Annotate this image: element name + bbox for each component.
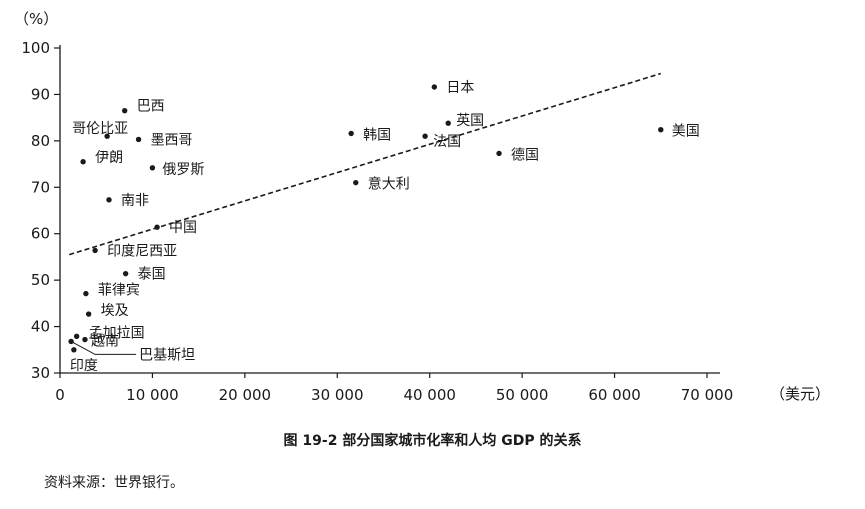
x-ticks-group: 0 10 000 20 000 30 000 40 000 50 000 60 000 70 … [55,373,733,404]
y-tick-label: 100 [21,39,50,57]
x-tick-label: 30 000 [311,386,364,404]
data-point [135,136,142,143]
point-label: 美国 [672,124,700,140]
point-label: 伊朗 [95,150,123,166]
point-label: 南非 [121,193,149,209]
data-point [80,159,86,165]
data-point [104,133,110,139]
y-tick-label: 40 [31,318,50,336]
y-ticks-group: 30 40 50 60 70 80 90 100 [21,39,60,382]
data-point [122,270,129,277]
point-label: 日本 [446,80,474,96]
y-tick-label: 50 [31,271,50,289]
point-label: 法国 [433,134,461,150]
y-tick-label: 80 [31,132,50,150]
y-tick-label: 90 [31,85,50,103]
data-point [154,224,160,230]
point-label: 哥伦比亚 [72,121,128,137]
y-tick-label: 60 [31,225,50,243]
data-point [348,130,354,137]
data-point [431,84,438,90]
source-note: 资料来源：世界银行。 [44,475,184,491]
x-tick-label: 10 000 [126,386,179,404]
y-axis-unit: （%） [14,10,58,28]
data-point [106,197,112,203]
point-label: 印度 [70,358,98,374]
x-tick-label: 50 000 [496,386,549,404]
data-point [122,107,128,114]
data-point [149,165,156,171]
data-point [68,338,74,345]
point-label: 埃及 [101,303,129,319]
figure-caption: 图 19-2 部分国家城市化率和人均 GDP 的关系 [283,433,582,449]
leader-lines-group [70,340,137,355]
point-label: 德国 [511,147,539,163]
point-label: 英国 [456,112,484,129]
chart-svg: 30 40 50 60 70 80 90 100 0 10 000 20 000 30 000 40 … [14,10,830,404]
data-point [83,290,89,297]
data-point [658,127,664,133]
point-label: 墨西哥 [151,132,193,148]
data-point [422,133,428,139]
x-tick-label: 0 [55,386,65,404]
data-point [92,247,98,254]
x-tick-label: 20 000 [219,386,272,404]
y-tick-label: 70 [31,178,50,196]
point-label: 巴西 [137,99,165,115]
point-label: 菲律宾 [98,283,140,299]
point-label: 越南 [91,334,119,350]
x-tick-label: 40 000 [403,386,456,404]
point-label: 巴基斯坦 [139,346,195,363]
points-group [68,84,664,353]
x-tick-label: 60 000 [588,386,641,404]
data-point [496,150,502,157]
x-axis-unit: （美元） [770,385,830,403]
data-point [71,347,77,353]
point-label: 中国 [169,220,197,236]
point-label: 韩国 [363,127,391,143]
data-point [85,311,92,317]
data-point [353,179,359,186]
data-point [82,336,88,343]
point-label: 孟加拉国 [89,325,145,341]
point-label: 泰国 [138,267,166,283]
leader-line [70,340,137,355]
point-label: 印度尼西亚 [107,243,177,259]
data-point [445,120,451,126]
point-label: 俄罗斯 [162,162,204,178]
point-label: 意大利 [368,176,410,193]
x-tick-label: 70 000 [681,386,734,404]
trend-line [69,72,662,256]
y-tick-label: 30 [31,364,50,382]
data-point [73,333,80,340]
